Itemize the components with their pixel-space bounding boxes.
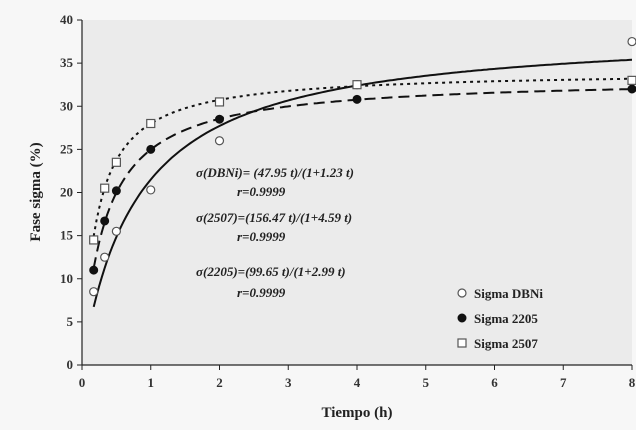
- data-point-filled-circle: [352, 94, 362, 104]
- axis-ticks: 0 1 2 3 4 5 6 7 8 0 5 10 15 20 25 30 35 40: [60, 12, 636, 390]
- legend: Sigma DBNi Sigma 2205 Sigma 2507: [457, 286, 543, 351]
- y-tick-label: 5: [67, 314, 74, 329]
- data-point-filled-circle: [100, 216, 110, 226]
- data-point-filled-circle: [627, 84, 636, 94]
- annotation-r: r=0.9999: [237, 229, 286, 244]
- data-point-open-circle: [146, 185, 156, 195]
- annotation-equation: σ(2507)=(156.47 t)/(1+4.59 t): [196, 210, 352, 225]
- data-point-filled-circle: [89, 265, 99, 275]
- y-tick-label: 25: [60, 141, 74, 156]
- data-point-open-circle: [89, 287, 99, 297]
- y-tick-label: 40: [60, 12, 73, 27]
- data-markers: [89, 36, 636, 297]
- y-tick-label: 35: [60, 55, 74, 70]
- data-point-filled-circle: [111, 186, 121, 196]
- x-tick-label: 1: [148, 375, 155, 390]
- legend-marker-open-circle: [457, 288, 467, 298]
- fit-curve: [92, 88, 632, 269]
- y-tick-label: 10: [60, 271, 73, 286]
- x-tick-label: 4: [354, 375, 361, 390]
- data-point-open-circle: [627, 36, 636, 47]
- y-tick-label: 15: [60, 228, 74, 243]
- y-tick-label: 30: [60, 98, 73, 113]
- data-point-open-square: [89, 235, 99, 245]
- x-tick-label: 3: [285, 375, 292, 390]
- data-point-filled-circle: [215, 114, 224, 124]
- fit-curve: [92, 77, 632, 237]
- data-point-open-circle: [214, 136, 225, 146]
- data-point-open-square: [146, 118, 156, 129]
- fit-curves: [92, 58, 633, 308]
- annotation-equation: σ(DBNi)= (47.95 t)/(1+1.23 t): [196, 165, 354, 180]
- x-tick-label: 2: [216, 375, 223, 390]
- data-point-filled-circle: [146, 144, 156, 154]
- data-point-open-circle: [111, 226, 121, 236]
- data-point-open-square: [627, 75, 636, 85]
- legend-marker-open-square: [457, 338, 467, 348]
- data-point-open-square: [100, 183, 110, 193]
- x-tick-label: 6: [491, 375, 498, 390]
- data-point-open-square: [214, 97, 225, 107]
- legend-label: Sigma DBNi: [474, 286, 543, 301]
- x-tick-label: 0: [79, 375, 86, 390]
- x-tick-label: 7: [560, 375, 567, 390]
- data-point-open-square: [111, 157, 121, 167]
- y-axis-title: Fase sigma (%): [28, 142, 44, 241]
- x-tick-label: 8: [629, 375, 636, 390]
- plot-area: [82, 20, 632, 365]
- annotation-r: r=0.9999: [237, 285, 286, 300]
- legend-marker-filled-circle: [457, 313, 467, 323]
- data-point-open-square: [352, 80, 362, 90]
- legend-label: Sigma 2205: [474, 311, 538, 326]
- annotation-r: r=0.9999: [237, 184, 286, 199]
- annotations: σ(DBNi)= (47.95 t)/(1+1.23 t) r=0.9999 σ…: [196, 165, 354, 300]
- x-axis-title: Tiempo (h): [322, 405, 393, 421]
- x-tick-label: 5: [423, 375, 430, 390]
- legend-label: Sigma 2507: [474, 336, 538, 351]
- data-point-open-circle: [100, 252, 110, 262]
- annotation-equation: σ(2205)=(99.65 t)/(1+2.99 t): [196, 264, 346, 279]
- fit-curve: [92, 58, 633, 308]
- y-tick-label: 20: [60, 185, 73, 200]
- y-tick-label: 0: [67, 357, 74, 372]
